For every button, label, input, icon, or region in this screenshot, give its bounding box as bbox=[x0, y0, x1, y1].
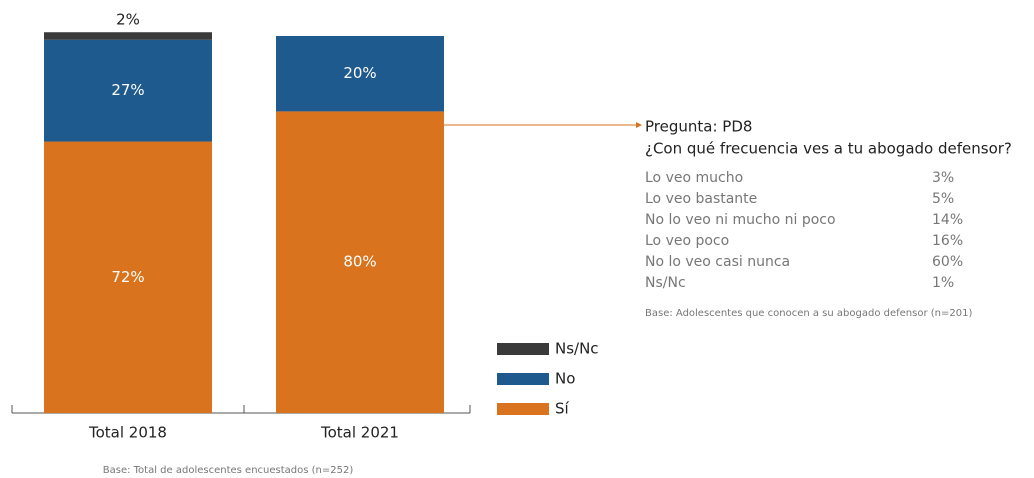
annotation-title: Pregunta: PD8 bbox=[645, 118, 752, 136]
answer-value: 14% bbox=[932, 212, 963, 228]
legend-label: Ns/Nc bbox=[555, 340, 599, 358]
bar-segment bbox=[276, 111, 444, 414]
footnote: Base: Total de adolescentes encuestados … bbox=[103, 465, 354, 476]
legend-swatch bbox=[497, 373, 549, 385]
x-tick-label: Total 2021 bbox=[320, 424, 399, 442]
legend-swatch bbox=[497, 343, 549, 355]
data-label: 72% bbox=[111, 268, 144, 286]
answer-value: 60% bbox=[932, 254, 963, 270]
x-tick-label: Total 2018 bbox=[88, 424, 167, 442]
arrow-head bbox=[636, 122, 642, 128]
answer-label: No lo veo ni mucho ni poco bbox=[645, 212, 836, 228]
bar-segment bbox=[44, 32, 212, 40]
bar-segment bbox=[44, 141, 212, 413]
annotation-question: ¿Con qué frecuencia ves a tu abogado def… bbox=[645, 140, 1012, 158]
answer-value: 3% bbox=[932, 170, 954, 186]
answer-label: Lo veo bastante bbox=[645, 191, 757, 207]
data-label: 80% bbox=[343, 253, 376, 271]
annotation-note: Base: Adolescentes que conocen a su abog… bbox=[645, 308, 972, 319]
answer-label: No lo veo casi nunca bbox=[645, 254, 790, 270]
answer-label: Lo veo mucho bbox=[645, 170, 743, 186]
legend-label: Sí bbox=[555, 400, 570, 418]
answer-value: 16% bbox=[932, 233, 963, 249]
answer-label: Lo veo poco bbox=[645, 233, 729, 249]
answer-label: Ns/Nc bbox=[645, 275, 686, 291]
legend-label: No bbox=[555, 370, 575, 388]
bar-segment bbox=[44, 39, 212, 142]
answer-value: 5% bbox=[932, 191, 954, 207]
data-label: 20% bbox=[343, 64, 376, 82]
answer-value: 1% bbox=[932, 275, 954, 291]
bar-segment bbox=[276, 36, 444, 112]
data-label: 27% bbox=[111, 81, 144, 99]
legend-swatch bbox=[497, 403, 549, 415]
data-label: 2% bbox=[116, 11, 140, 29]
